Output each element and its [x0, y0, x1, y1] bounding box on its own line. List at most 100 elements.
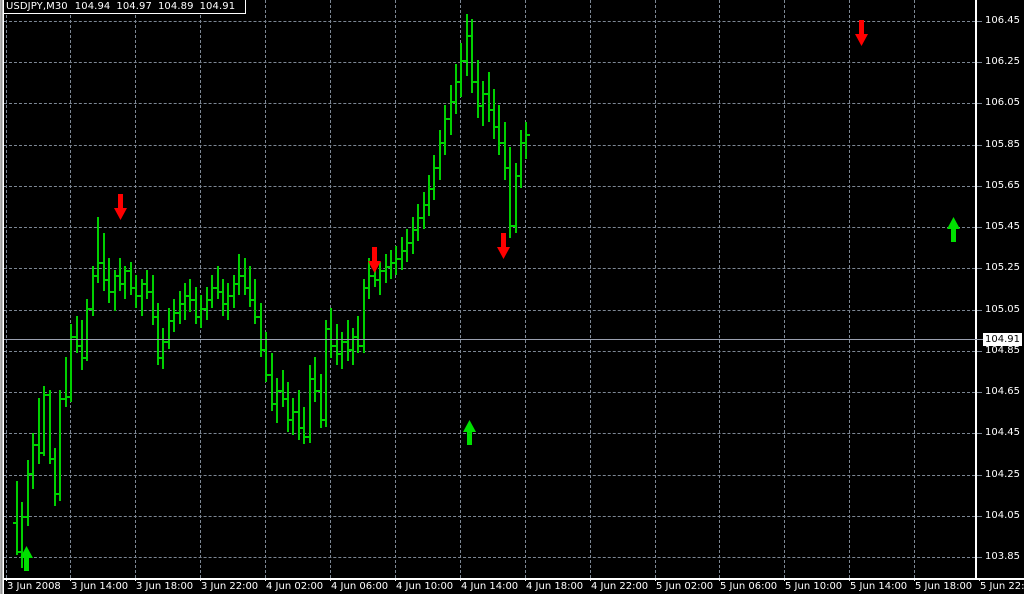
ohlc-open-tick: [230, 295, 233, 297]
ohlc-bar: [32, 433, 34, 489]
ohlc-bar: [233, 275, 235, 308]
price-axis-tick: [977, 62, 982, 63]
ohlc-open-tick: [208, 299, 211, 301]
ohlc-bar: [249, 266, 251, 307]
ohlc-bar: [401, 237, 403, 270]
ohlc-bar: [504, 122, 506, 180]
ohlc-open-tick: [371, 275, 374, 277]
ohlc-bar: [406, 229, 408, 262]
time-axis-label: 5 Jun 06:00: [720, 581, 778, 592]
ohlc-bar: [309, 365, 311, 443]
time-axis-label: 3 Jun 22:00: [201, 581, 259, 592]
ohlc-open-tick: [447, 118, 450, 120]
price-axis-tick: [977, 351, 982, 352]
gridline-horizontal: [4, 186, 975, 187]
gridline-vertical: [849, 0, 850, 578]
ohlc-open-tick: [181, 303, 184, 305]
ohlc-bar: [439, 130, 441, 180]
time-axis-label: 3 Jun 18:00: [136, 581, 194, 592]
ohlc-bar: [520, 130, 522, 188]
ohlc-open-tick: [430, 188, 433, 190]
ohlc-open-tick: [398, 258, 401, 260]
ohlc-open-tick: [235, 283, 238, 285]
ohlc-bar: [282, 370, 284, 407]
ohlc-bar: [244, 258, 246, 295]
gridline-horizontal: [4, 557, 975, 558]
ohlc-bar: [217, 266, 219, 299]
gridline-horizontal: [4, 310, 975, 311]
ohlc-bar: [330, 308, 332, 358]
ohlc-open-tick: [214, 287, 217, 289]
ohlc-bar: [515, 163, 517, 233]
time-axis-tick: [135, 578, 136, 581]
ohlc-bar: [108, 258, 110, 303]
ohlc-open-tick: [279, 390, 282, 392]
ohlc-open-tick: [251, 299, 254, 301]
ohlc-open-tick: [517, 175, 520, 177]
ohlc-bar: [152, 275, 154, 325]
price-axis-label: 106.05: [985, 97, 1020, 108]
price-axis-tick: [977, 557, 982, 558]
ohlc-bar: [471, 19, 473, 93]
gridline-vertical: [914, 0, 915, 578]
ohlc-bar: [227, 283, 229, 320]
price-axis-label: 106.45: [985, 15, 1020, 26]
current-price-tick: [975, 339, 983, 340]
time-axis-label: 5 Jun 02:00: [656, 581, 714, 592]
ohlc-bar: [423, 192, 425, 229]
ohlc-open-tick: [203, 308, 206, 310]
time-axis-tick: [719, 578, 720, 581]
ohlc-bar: [200, 295, 202, 328]
ohlc-bar: [265, 332, 267, 382]
time-axis-label: 5 Jun 10:00: [785, 581, 843, 592]
ohlc-open-tick: [300, 427, 303, 429]
time-axis-tick: [6, 578, 7, 581]
time-axis-label: 5 Jun 18:00: [915, 581, 973, 592]
ohlc-open-tick: [376, 279, 379, 281]
sell-signal-arrow-down: [854, 20, 869, 47]
ohlc-open-tick: [105, 279, 108, 281]
ohlc-bar: [146, 270, 148, 299]
gridline-horizontal: [4, 268, 975, 269]
ohlc-bar: [254, 279, 256, 324]
ohlc-bar: [390, 250, 392, 279]
price-axis[interactable]: 106.45 106.25 106.05 105.85 105.65 105.45 105.…: [975, 0, 1024, 578]
ohlc-bar: [211, 275, 213, 308]
price-axis-label: 104.25: [985, 469, 1020, 480]
time-axis-label: 4 Jun 18:00: [526, 581, 584, 592]
time-axis[interactable]: 3 Jun 2008 3 Jun 14:00 3 Jun 18:00 3 Jun 22…: [4, 578, 1024, 594]
ohlc-open-tick: [262, 349, 265, 351]
ohlc-bar: [238, 254, 240, 295]
gridline-horizontal: [4, 516, 975, 517]
ohlc-open-tick: [333, 345, 336, 347]
ohlc-open-tick: [322, 419, 325, 421]
ohlc-bar: [287, 382, 289, 432]
ohlc-open-tick: [170, 320, 173, 322]
ohlc-open-tick: [40, 452, 43, 454]
ohlc-open-tick: [18, 551, 21, 553]
time-axis-label: 5 Jun 14:00: [850, 581, 908, 592]
ohlc-open-tick: [159, 357, 162, 359]
price-axis-label: 105.45: [985, 221, 1020, 232]
ohlc-bar: [92, 266, 94, 316]
ohlc-open-tick: [414, 229, 417, 231]
current-price-line: [4, 339, 975, 340]
ohlc-open-tick: [501, 142, 504, 144]
chart-plot-area[interactable]: [4, 0, 975, 578]
ohlc-open-tick: [522, 142, 525, 144]
time-axis-tick: [590, 578, 591, 581]
ohlc-bar: [363, 279, 365, 353]
time-axis-tick: [849, 578, 850, 581]
time-axis-tick: [70, 578, 71, 581]
gridline-horizontal: [4, 227, 975, 228]
ohlc-bar: [493, 89, 495, 139]
price-axis-label: 105.85: [985, 139, 1020, 150]
gridline-vertical: [265, 0, 266, 578]
price-axis-tick: [977, 103, 982, 104]
ohlc-open-tick: [83, 357, 86, 359]
ohlc-open-tick: [51, 458, 54, 460]
buy-signal-arrow-up: [946, 216, 961, 243]
ohlc-bar: [157, 303, 159, 365]
quote-low: 104.89: [157, 0, 194, 12]
